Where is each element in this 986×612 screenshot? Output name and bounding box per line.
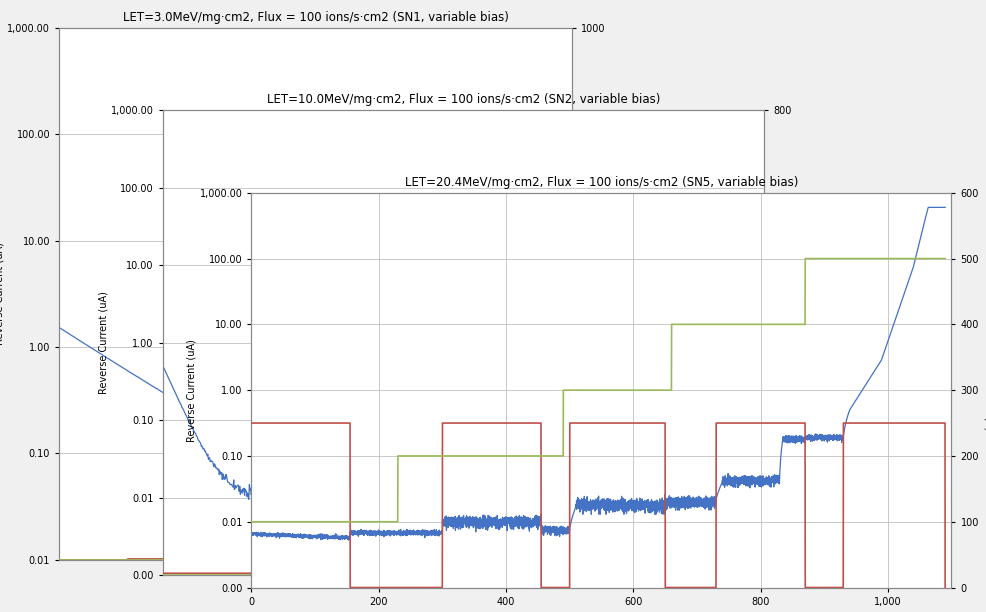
Title: LET=20.4MeV/mg·cm2, Flux = 100 ions/s·cm2 (SN5, variable bias): LET=20.4MeV/mg·cm2, Flux = 100 ions/s·cm…: [405, 176, 798, 189]
Title: LET=3.0MeV/mg·cm2, Flux = 100 ions/s·cm2 (SN1, variable bias): LET=3.0MeV/mg·cm2, Flux = 100 ions/s·cm2…: [122, 10, 509, 24]
Y-axis label: Reverse Current (uA): Reverse Current (uA): [0, 242, 5, 345]
Y-axis label: Reverse Current (uA): Reverse Current (uA): [98, 291, 108, 394]
Title: LET=10.0MeV/mg·cm2, Flux = 100 ions/s·cm2 (SN2, variable bias): LET=10.0MeV/mg·cm2, Flux = 100 ions/s·cm…: [267, 93, 660, 106]
Y-axis label: Reverse Current (uA): Reverse Current (uA): [186, 338, 197, 442]
Y-axis label: Reverse Bias (V): Reverse Bias (V): [983, 350, 986, 430]
